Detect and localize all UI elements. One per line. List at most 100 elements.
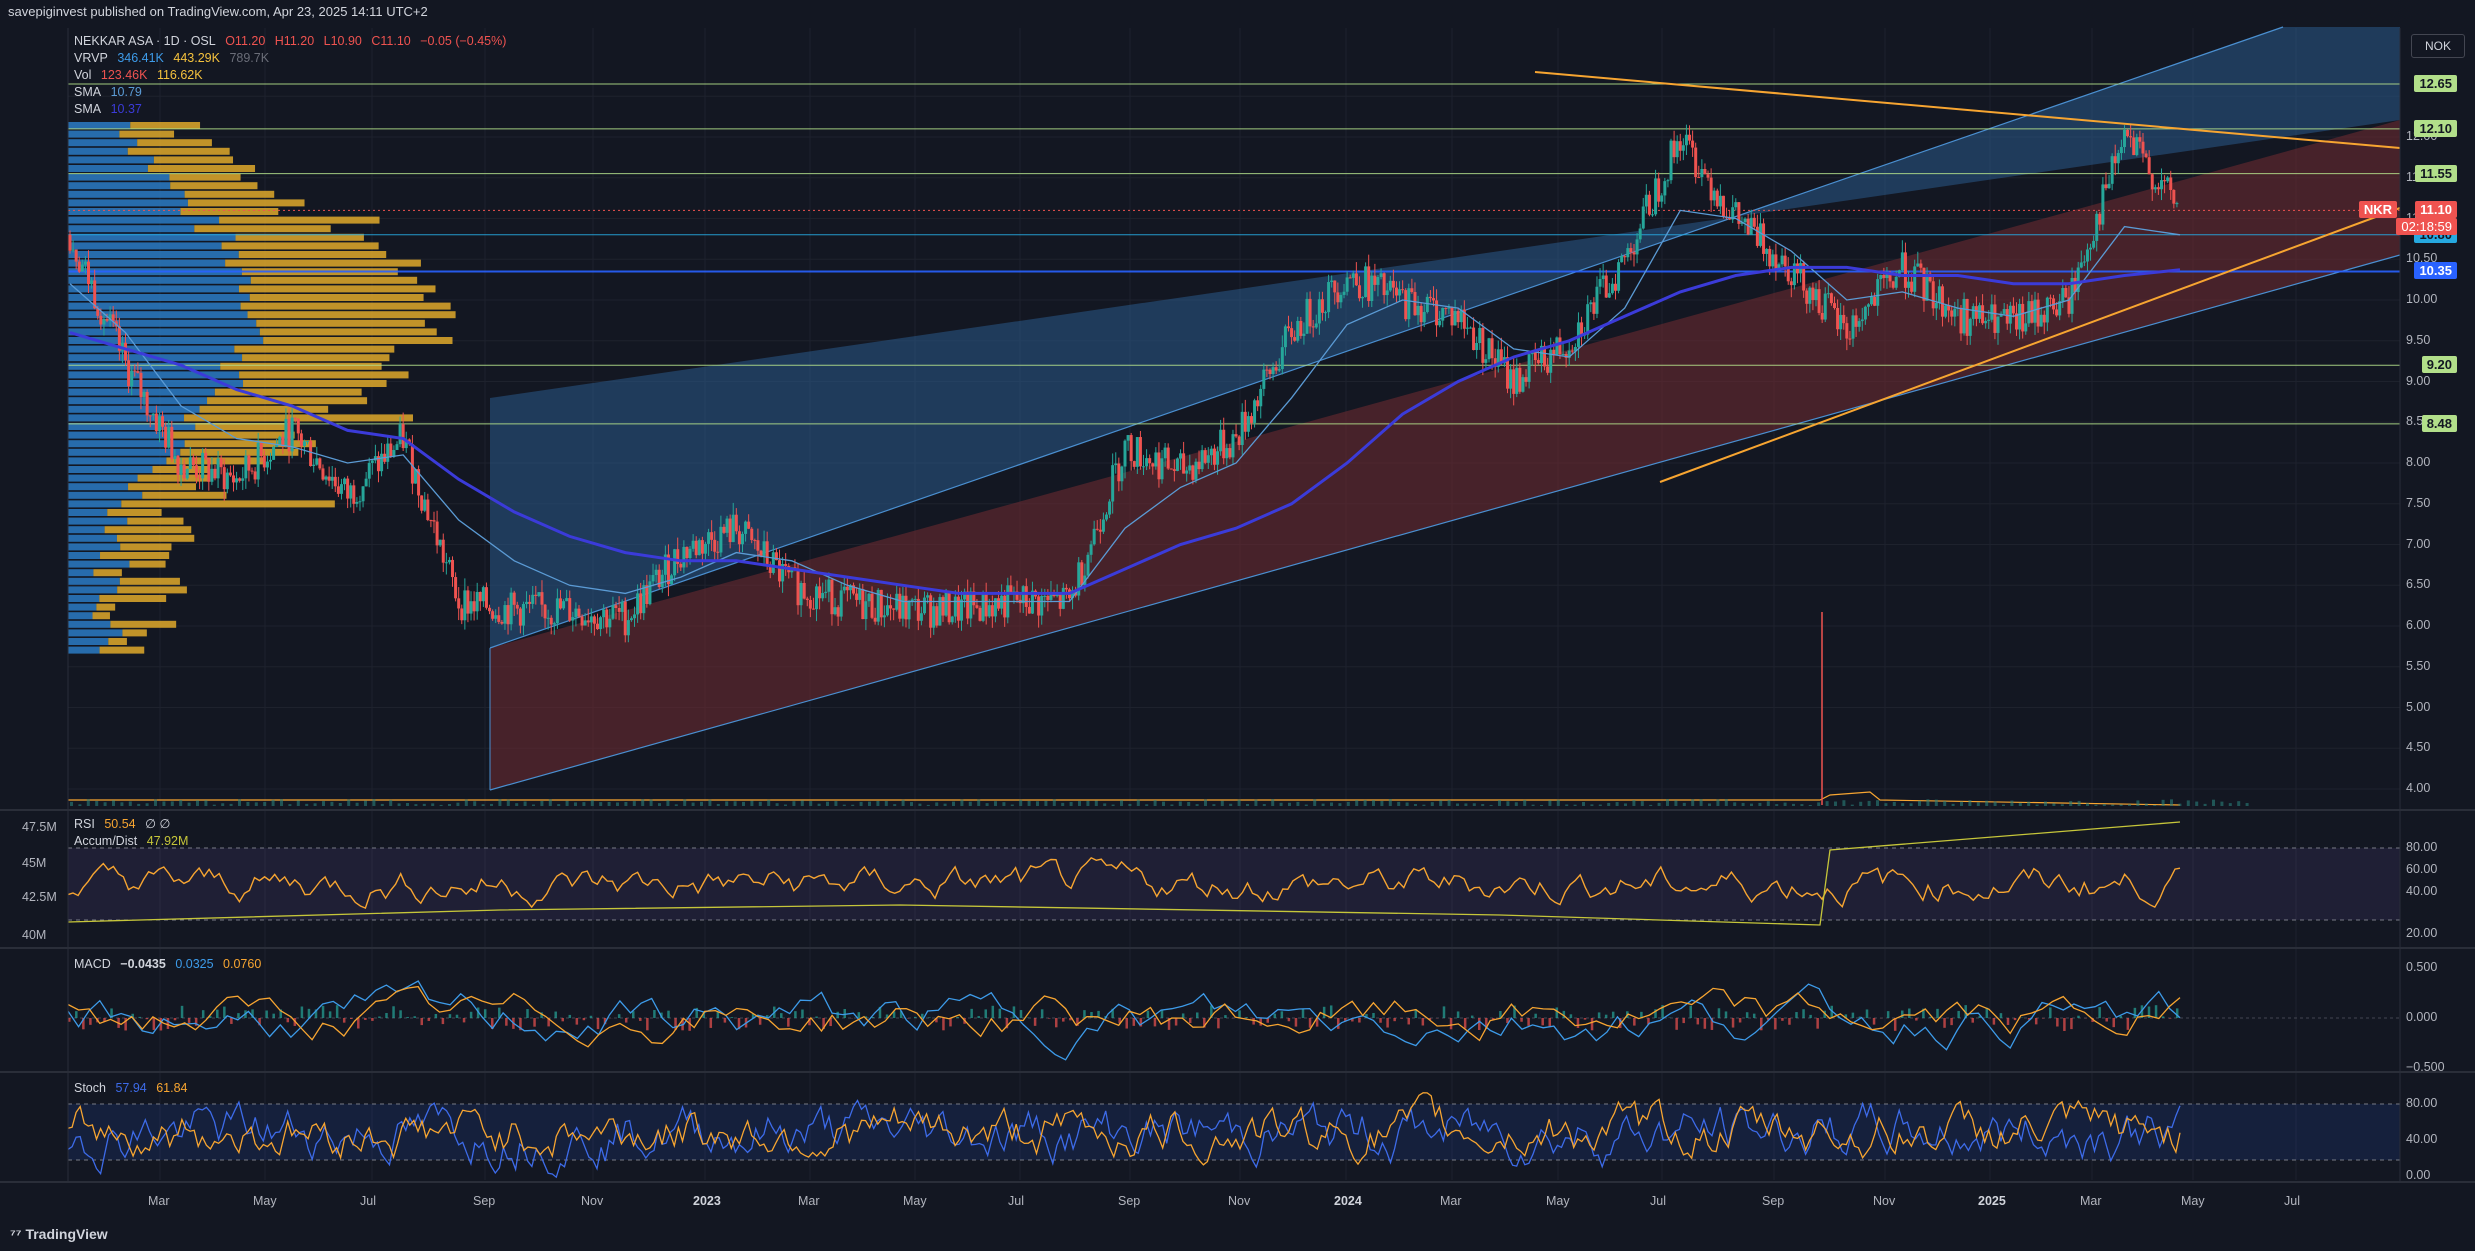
candle-body xyxy=(1407,288,1411,320)
candle-body xyxy=(771,552,775,573)
macd-histogram-bar xyxy=(1886,1011,1890,1018)
candle-body xyxy=(176,455,180,475)
volume-bar xyxy=(1078,801,1081,806)
candle-body xyxy=(293,417,297,419)
macd-histogram-bar xyxy=(864,1016,868,1018)
vrvp-down-bar xyxy=(93,569,122,577)
candle-body xyxy=(907,601,911,620)
time-tick-label: Sep xyxy=(1762,1194,1785,1208)
vol-value: 123.46K xyxy=(100,68,148,82)
macd-histogram-bar xyxy=(1781,1018,1784,1021)
level-tag: 12.10 xyxy=(2414,119,2457,137)
volume-legend[interactable]: Vol 123.46K 116.62K xyxy=(74,68,209,82)
vrvp-up-bar xyxy=(68,139,138,147)
volume-bar xyxy=(95,801,99,806)
price-tick-label: 10.50 xyxy=(2406,251,2438,266)
volume-bar xyxy=(70,801,73,806)
candle-body xyxy=(1885,273,1889,279)
moving-averages xyxy=(69,209,2181,603)
volume-bar xyxy=(1859,801,1863,806)
pane-separators xyxy=(0,28,2475,1183)
candle-body xyxy=(1003,595,1007,618)
candle-body xyxy=(1506,357,1510,389)
volume-bar xyxy=(960,799,964,806)
candle-body xyxy=(975,605,979,608)
macd-histogram-bar xyxy=(505,1018,508,1026)
candle-body xyxy=(1379,273,1383,278)
accum-legend[interactable]: Accum/Dist 47.92M xyxy=(74,834,194,848)
candle-body xyxy=(740,533,744,545)
candle-body xyxy=(1117,463,1121,482)
candle-body xyxy=(929,595,933,628)
stoch-legend[interactable]: Stoch 57.94 61.84 xyxy=(74,1081,194,1095)
macd-histogram-bar xyxy=(1181,1013,1185,1018)
candle-body xyxy=(543,604,547,619)
candle-body xyxy=(1237,436,1241,446)
volume-bar xyxy=(2161,799,2165,806)
candle-body xyxy=(90,280,94,285)
candle-body xyxy=(750,528,754,541)
candle-body xyxy=(2064,287,2068,298)
candle-body xyxy=(429,520,433,522)
time-tick-label: Mar xyxy=(798,1194,820,1208)
candle-body xyxy=(401,424,405,449)
macd-histogram-bar xyxy=(878,1006,882,1018)
candle-body xyxy=(666,554,670,585)
volume-bar xyxy=(1069,801,1073,806)
macd-histogram-bar xyxy=(1111,1008,1114,1018)
candle-body xyxy=(1928,273,1932,282)
volume-bar xyxy=(1531,804,1535,806)
stoch-k-line xyxy=(67,1099,2181,1179)
macd-label: MACD xyxy=(74,957,111,971)
volume-bar xyxy=(1296,801,1300,806)
vrvp-up-bar xyxy=(68,534,117,542)
candle-body xyxy=(2011,305,2015,314)
macd-legend[interactable]: MACD −0.0435 0.0325 0.0760 xyxy=(74,957,267,971)
rsi-legend[interactable]: RSI 50.54 ∅ ∅ xyxy=(74,816,176,831)
volume-bar xyxy=(1363,799,1367,806)
candle-body xyxy=(1212,448,1216,465)
candle-body xyxy=(602,609,606,618)
macd-histogram-bar xyxy=(1774,1018,1777,1030)
candle-body xyxy=(1370,275,1374,301)
volume-bar xyxy=(1036,801,1039,806)
candle-body xyxy=(1755,226,1759,246)
candle-body xyxy=(577,608,581,617)
candle-body xyxy=(392,449,396,457)
sma-fast-value: 10.79 xyxy=(110,85,142,99)
macd-histogram-bar xyxy=(921,1013,924,1018)
macd-histogram-bar xyxy=(998,1008,1002,1018)
macd-histogram-bar xyxy=(1090,1011,1093,1018)
macd-histogram-bar xyxy=(1273,1013,1277,1018)
symbol-legend[interactable]: NEKKAR ASA · 1D · OSL O11.20 H11.20 L10.… xyxy=(74,34,512,48)
macd-histogram-bar xyxy=(1174,1018,1178,1026)
volume-bar xyxy=(649,799,653,806)
candle-body xyxy=(1629,248,1633,253)
price-tick-label: 10.00 xyxy=(2406,292,2438,306)
candle-body xyxy=(1459,309,1463,323)
price-tick-label: 6.00 xyxy=(2406,618,2431,632)
macd-histogram-bar xyxy=(75,1011,78,1018)
brand-label: TradingView xyxy=(25,1226,108,1242)
candle-body xyxy=(1268,369,1272,375)
candle-body xyxy=(1842,314,1846,324)
candle-body xyxy=(1499,349,1503,364)
macd-histogram-bar xyxy=(2056,1018,2059,1027)
candle-body xyxy=(68,234,72,251)
price-tick-label: 4.00 xyxy=(2406,781,2431,795)
macd-histogram-bar xyxy=(1132,1018,1136,1026)
candle-body xyxy=(1339,294,1343,303)
candle-body xyxy=(182,464,186,479)
vrvp-legend[interactable]: VRVP 346.41K 443.29K 789.7K xyxy=(74,51,275,65)
candle-body xyxy=(916,598,920,621)
volume-bar xyxy=(263,801,267,806)
macd-histogram-bar xyxy=(145,1018,149,1020)
currency-button[interactable]: NOK xyxy=(2411,34,2465,58)
time-tick-label: Jul xyxy=(2284,1194,2300,1208)
sma-slow-legend[interactable]: SMA 10.37 xyxy=(74,102,148,116)
candle-body xyxy=(2159,180,2163,190)
vrvp-up-bar xyxy=(68,457,167,465)
candle-body xyxy=(1015,591,1019,600)
sma-fast-legend[interactable]: SMA 10.79 xyxy=(74,85,148,99)
